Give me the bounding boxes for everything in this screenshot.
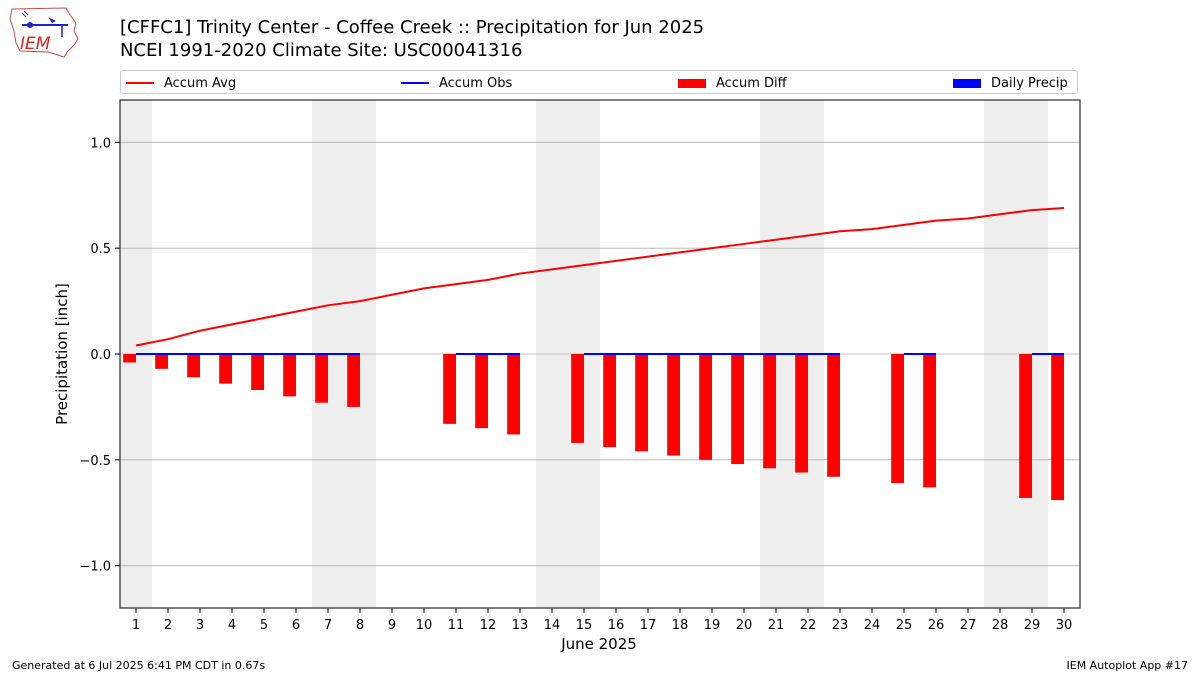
x-tick-label: 21	[768, 618, 785, 633]
x-tick-label: 15	[576, 618, 593, 633]
bar-accum-diff	[635, 354, 648, 452]
bar-accum-diff	[763, 354, 776, 469]
bar-accum-diff	[571, 354, 584, 443]
bar-accum-diff	[443, 354, 456, 424]
bar-accum-diff	[347, 354, 360, 407]
legend-label-accum-diff: Accum Diff	[716, 75, 787, 91]
bar-accum-diff	[923, 354, 936, 488]
bar-accum-diff	[1051, 354, 1064, 501]
x-tick-label: 3	[196, 618, 204, 633]
bar-accum-diff	[283, 354, 296, 397]
x-tick-label: 14	[544, 618, 561, 633]
x-tick-label: 1	[132, 618, 140, 633]
x-tick-label: 26	[928, 618, 945, 633]
x-tick-label: 17	[640, 618, 657, 633]
legend-swatch-accum-diff	[678, 78, 706, 88]
bar-accum-diff	[187, 354, 200, 378]
x-tick-label: 4	[228, 618, 236, 633]
x-tick-label: 7	[324, 618, 332, 633]
legend-item-accum-obs: Accum Obs	[401, 74, 512, 92]
x-tick-label: 28	[992, 618, 1009, 633]
bar-accum-diff	[315, 354, 328, 403]
bar-accum-diff	[827, 354, 840, 477]
x-tick-label: 20	[736, 618, 753, 633]
footer-generated: Generated at 6 Jul 2025 6:41 PM CDT in 0…	[12, 659, 266, 672]
y-tick-label: 1.0	[90, 136, 111, 151]
legend-item-accum-avg: Accum Avg	[126, 74, 236, 92]
iem-logo: IEM	[9, 7, 79, 58]
bar-accum-diff	[699, 354, 712, 460]
x-tick-label: 12	[480, 618, 497, 633]
x-tick-label: 25	[896, 618, 913, 633]
x-tick-label: 16	[608, 618, 625, 633]
x-axis-label: June 2025	[560, 635, 637, 653]
x-tick-label: 11	[448, 618, 465, 633]
x-tick-label: 27	[960, 618, 977, 633]
x-tick-label: 29	[1024, 618, 1041, 633]
x-tick-label: 13	[512, 618, 529, 633]
bar-accum-diff	[123, 354, 136, 363]
footer-app: IEM Autoplot App #17	[1066, 659, 1189, 672]
bar-accum-diff	[251, 354, 264, 390]
x-tick-label: 22	[800, 618, 817, 633]
legend-label-accum-obs: Accum Obs	[439, 75, 513, 91]
chart-subtitle: NCEI 1991-2020 Climate Site: USC00041316	[120, 40, 523, 61]
logo-text: IEM	[20, 34, 51, 54]
legend-item-daily-precip: Daily Precip	[953, 74, 1068, 92]
legend-swatch-daily-precip	[953, 78, 981, 88]
bar-accum-diff	[667, 354, 680, 456]
x-tick-label: 8	[356, 618, 364, 633]
x-tick-label: 18	[672, 618, 689, 633]
y-axis-label: Precipitation [inch]	[53, 283, 71, 425]
x-tick-label: 19	[704, 618, 721, 633]
bar-accum-diff	[795, 354, 808, 473]
y-tick-label: −0.5	[79, 454, 111, 469]
x-tick-label: 30	[1056, 618, 1073, 633]
bar-accum-diff	[891, 354, 904, 484]
x-tick-label: 24	[864, 618, 881, 633]
x-tick-label: 10	[416, 618, 433, 633]
legend-swatch-accum-avg	[126, 82, 154, 84]
bar-accum-diff	[603, 354, 616, 448]
chart-title: [CFFC1] Trinity Center - Coffee Creek ::…	[120, 17, 705, 38]
legend-label-accum-avg: Accum Avg	[164, 75, 237, 91]
x-tick-label: 9	[388, 618, 396, 633]
legend-swatch-accum-obs	[401, 82, 429, 84]
bar-accum-diff	[475, 354, 488, 429]
y-tick-label: 0.0	[90, 348, 111, 363]
x-tick-label: 5	[260, 618, 268, 633]
bar-accum-diff	[731, 354, 744, 465]
bar-accum-diff	[507, 354, 520, 435]
y-tick-label: −1.0	[79, 560, 111, 575]
x-tick-label: 6	[292, 618, 300, 633]
bar-accum-diff	[1019, 354, 1032, 498]
legend-item-accum-diff: Accum Diff	[678, 74, 787, 92]
legend: Accum Avg Accum Obs Accum Diff Daily Pre…	[120, 70, 1078, 94]
x-tick-label: 23	[832, 618, 849, 633]
y-tick-label: 0.5	[90, 242, 111, 257]
legend-label-daily-precip: Daily Precip	[991, 75, 1068, 91]
line-accum-avg	[135, 206, 1065, 347]
bar-accum-diff	[155, 354, 168, 369]
bar-accum-diff	[219, 354, 232, 384]
x-tick-label: 2	[164, 618, 172, 633]
